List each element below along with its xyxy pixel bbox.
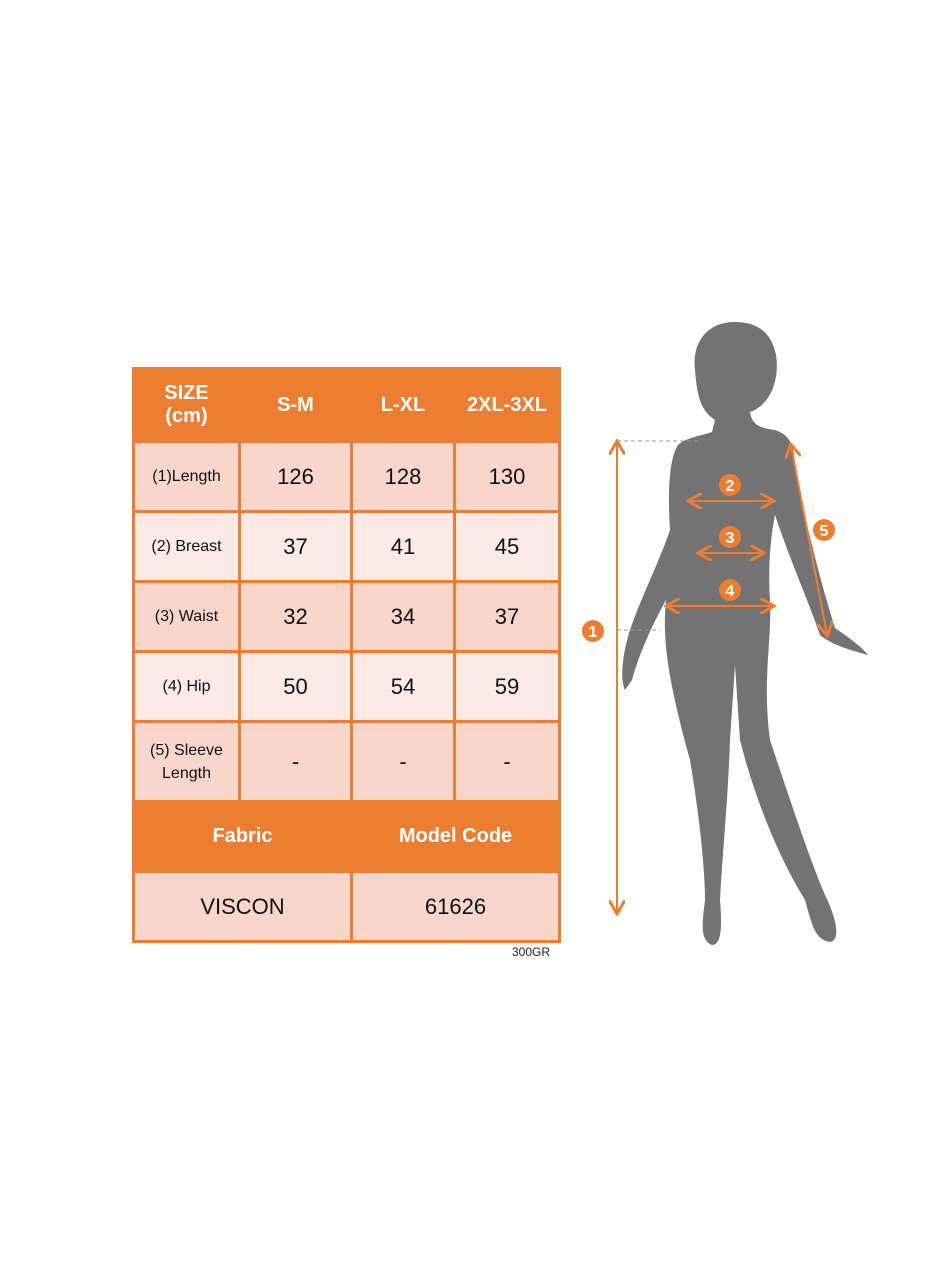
marker-3: 3: [719, 526, 741, 548]
cell: 37: [238, 510, 353, 583]
body-measurement-figure: 1 2 3 4 5: [582, 322, 868, 945]
cell: 37: [453, 580, 561, 653]
svg-text:3: 3: [726, 530, 735, 547]
svg-text:5: 5: [820, 523, 829, 540]
cell: 59: [453, 650, 561, 723]
table-row: (2) Breast 37 41 45: [132, 510, 561, 583]
cell: 45: [453, 510, 561, 583]
size-col-header: S-M: [238, 367, 353, 443]
size-label: SIZE: [164, 382, 209, 404]
row-label: (5) Sleeve Length: [132, 720, 241, 803]
row-label: (1)Length: [132, 440, 241, 513]
size-chart-table: SIZE (cm) S-M L-XL 2XL-3XL (1)Length 126 …: [132, 367, 561, 943]
model-code-header: Model Code: [350, 800, 561, 873]
measure-arrows: [617, 443, 827, 912]
cell: -: [350, 720, 456, 803]
cell: 50: [238, 650, 353, 723]
size-col-header: L-XL: [350, 367, 456, 443]
marker-5: 5: [813, 519, 835, 541]
weight-note: 300GR: [512, 945, 551, 959]
cell: 128: [350, 440, 456, 513]
cell: 54: [350, 650, 456, 723]
cell: -: [238, 720, 353, 803]
svg-text:1: 1: [589, 624, 598, 641]
cell: 32: [238, 580, 353, 653]
marker-1: 1: [582, 620, 604, 642]
row-label-line: (5) Sleeve: [150, 741, 223, 759]
silhouette: [622, 322, 868, 945]
size-col-header: 2XL-3XL: [453, 367, 561, 443]
unit-label: (cm): [165, 405, 208, 427]
row-label: (2) Breast: [132, 510, 241, 583]
cell: 126: [238, 440, 353, 513]
header-row: SIZE (cm) S-M L-XL 2XL-3XL: [132, 367, 561, 443]
row-label-line: Length: [162, 764, 211, 782]
cell: -: [453, 720, 561, 803]
cell: 34: [350, 580, 456, 653]
fabric-header: Fabric: [132, 800, 353, 873]
row-label: (4) Hip: [132, 650, 241, 723]
marker-4: 4: [719, 579, 741, 601]
fabric-value: VISCON: [132, 870, 353, 943]
cell: 130: [453, 440, 561, 513]
table-row: (5) Sleeve Length - - -: [132, 720, 561, 803]
row-label: (3) Waist: [132, 580, 241, 653]
cell: 41: [350, 510, 456, 583]
footer-row: VISCON 61626: [132, 870, 561, 943]
table-row: (1)Length 126 128 130: [132, 440, 561, 513]
svg-text:4: 4: [726, 583, 735, 600]
model-code-value: 61626: [350, 870, 561, 943]
svg-text:2: 2: [726, 478, 735, 495]
size-header: SIZE (cm): [132, 367, 241, 443]
table-row: (3) Waist 32 34 37: [132, 580, 561, 653]
marker-2: 2: [719, 474, 741, 496]
footer-header-row: Fabric Model Code: [132, 800, 561, 873]
table-row: (4) Hip 50 54 59: [132, 650, 561, 723]
